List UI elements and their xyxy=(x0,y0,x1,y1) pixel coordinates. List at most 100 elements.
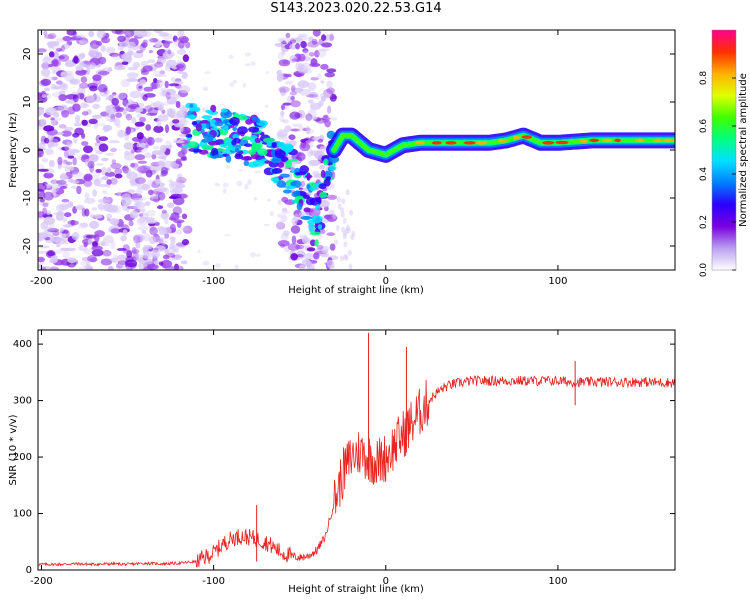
noise-speckle xyxy=(290,128,301,132)
noise-speckle xyxy=(83,242,88,248)
noise-speckle xyxy=(55,80,63,85)
noise-speckle xyxy=(151,249,161,259)
noise-speckle xyxy=(329,243,336,251)
noise-speckle xyxy=(167,202,175,208)
noise-speckle xyxy=(305,113,313,121)
noise-speckle xyxy=(340,211,345,218)
noise-speckle xyxy=(254,170,261,174)
noise-speckle xyxy=(298,187,303,191)
noise-speckle xyxy=(303,69,308,73)
noise-speckle xyxy=(116,247,127,252)
noise-speckle xyxy=(48,141,55,149)
noise-speckle xyxy=(44,34,55,39)
signal-blob xyxy=(314,239,319,247)
noise-speckle xyxy=(43,55,51,63)
noise-speckle xyxy=(324,72,336,78)
noise-speckle xyxy=(42,125,55,132)
noise-speckle xyxy=(179,85,191,94)
noise-speckle xyxy=(78,53,85,60)
noise-speckle xyxy=(114,173,123,179)
noise-speckle xyxy=(154,61,164,68)
noise-speckle xyxy=(81,111,89,116)
noise-speckle xyxy=(280,104,286,111)
noise-speckle xyxy=(170,239,176,245)
colorbar-ticks: 0.0 0.2 0.4 0.6 0.8 xyxy=(699,71,736,277)
noise-speckle xyxy=(80,222,89,228)
noise-speckle xyxy=(93,145,100,153)
noise-speckle xyxy=(152,70,163,78)
noise-speckle xyxy=(38,182,47,192)
noise-speckle xyxy=(289,91,297,96)
noise-speckle xyxy=(134,107,142,114)
noise-speckle xyxy=(176,265,184,270)
signal-blob xyxy=(195,123,202,132)
noise-speckle xyxy=(52,41,60,46)
signal-blob xyxy=(209,119,217,128)
noise-speckle xyxy=(345,189,350,196)
noise-speckle xyxy=(155,79,164,88)
noise-speckle xyxy=(38,48,47,53)
signal-blob xyxy=(274,149,286,159)
noise-speckle xyxy=(163,254,170,260)
noise-speckle xyxy=(111,53,124,60)
noise-speckle xyxy=(38,263,42,269)
noise-speckle xyxy=(120,235,127,242)
noise-speckle xyxy=(143,244,153,250)
noise-speckle xyxy=(52,117,62,122)
spec-y-tick-label: 0 xyxy=(22,147,33,153)
noise-speckle xyxy=(39,141,46,150)
noise-speckle xyxy=(291,123,303,128)
signal-blob xyxy=(248,126,260,133)
noise-speckle xyxy=(62,250,70,260)
noise-speckle xyxy=(63,149,70,158)
noise-speckle xyxy=(47,228,60,233)
carrier-hotspot xyxy=(475,141,488,145)
signal-blob xyxy=(271,142,277,148)
noise-speckle xyxy=(56,48,63,52)
noise-speckle xyxy=(79,82,89,89)
noise-speckle xyxy=(149,49,153,54)
noise-speckle xyxy=(170,77,176,82)
noise-speckle xyxy=(129,210,139,219)
signal-blob xyxy=(240,156,253,161)
noise-speckle xyxy=(43,30,48,36)
noise-speckle xyxy=(304,252,315,261)
noise-speckle xyxy=(169,236,176,241)
noise-speckle xyxy=(51,76,58,81)
noise-speckle xyxy=(154,137,163,143)
noise-speckle xyxy=(67,106,76,115)
signal-blob xyxy=(264,160,272,164)
noise-speckle xyxy=(130,30,138,37)
noise-speckle xyxy=(52,236,64,243)
noise-speckle xyxy=(172,196,185,206)
noise-speckle xyxy=(168,83,180,87)
noise-speckle xyxy=(43,57,55,61)
noise-speckle xyxy=(214,182,221,187)
noise-speckle xyxy=(316,73,322,80)
noise-speckle xyxy=(65,161,73,166)
noise-speckle xyxy=(64,61,76,68)
noise-speckle xyxy=(137,165,149,174)
noise-speckle xyxy=(342,217,347,224)
noise-speckle xyxy=(164,80,169,89)
noise-speckle xyxy=(83,175,89,182)
noise-speckle xyxy=(157,187,168,193)
noise-speckle xyxy=(290,95,296,101)
noise-speckle xyxy=(47,141,53,150)
noise-speckle xyxy=(121,61,129,65)
noise-speckle xyxy=(300,62,312,72)
signal-blob xyxy=(257,148,268,156)
noise-speckle xyxy=(159,144,167,153)
noise-speckle xyxy=(149,81,160,90)
noise-speckle xyxy=(306,148,314,158)
noise-speckle xyxy=(41,94,47,98)
noise-speckle xyxy=(157,191,166,201)
snr-y-tick-label: 0 xyxy=(26,565,32,576)
signal-blob xyxy=(289,158,298,162)
noise-speckle xyxy=(294,87,305,92)
spec-y-tick-label: 20 xyxy=(22,48,33,61)
noise-speckle xyxy=(100,36,111,44)
noise-speckle xyxy=(319,164,325,170)
noise-speckle xyxy=(51,180,64,184)
noise-speckle xyxy=(141,229,147,235)
